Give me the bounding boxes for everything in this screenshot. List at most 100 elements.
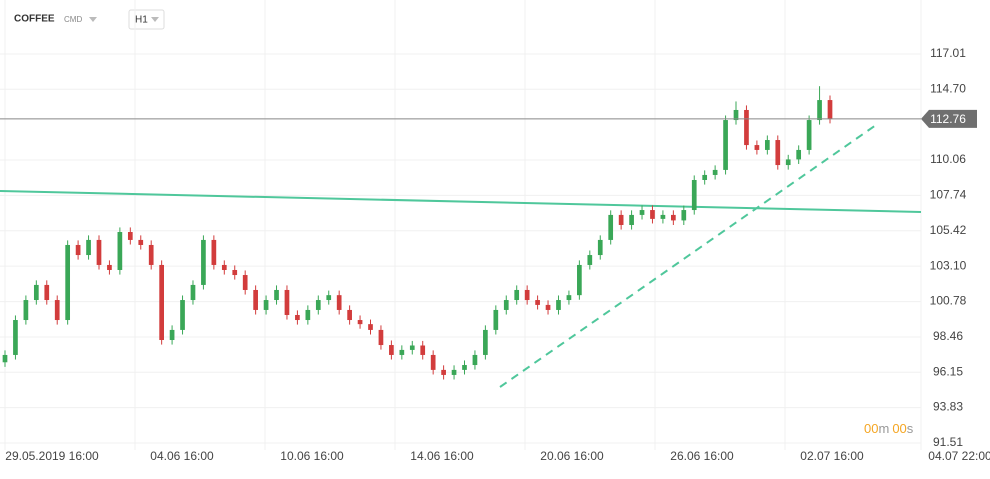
candle-body bbox=[430, 354, 436, 370]
candle-body bbox=[169, 329, 175, 341]
candle-body bbox=[754, 145, 760, 150]
candle-body bbox=[242, 275, 248, 290]
interval[interactable]: H1 bbox=[135, 15, 148, 26]
candle-body bbox=[796, 149, 802, 160]
candle-body bbox=[138, 239, 144, 245]
countdown-minutes: 00 bbox=[864, 421, 878, 436]
y-tick-label: 114.70 bbox=[930, 81, 966, 95]
candle-body bbox=[336, 295, 342, 310]
candle-body bbox=[775, 140, 781, 166]
candle-body bbox=[201, 239, 206, 285]
candle-body bbox=[190, 284, 196, 301]
y-tick-label: 107.74 bbox=[930, 188, 967, 202]
market[interactable]: CMD bbox=[64, 15, 82, 24]
candle-body bbox=[305, 309, 311, 321]
candle-body bbox=[389, 345, 394, 355]
x-tick-label: 02.07 16:00 bbox=[800, 449, 864, 463]
candle-body bbox=[263, 300, 269, 310]
candle-body bbox=[295, 314, 300, 321]
candle-body bbox=[483, 329, 488, 355]
candle-body bbox=[524, 289, 530, 301]
x-tick-label: 04.07 22:00 bbox=[928, 449, 990, 463]
candle-body bbox=[127, 232, 133, 240]
candle-body bbox=[472, 354, 478, 366]
candle-body bbox=[274, 289, 279, 301]
interval-box[interactable] bbox=[128, 9, 165, 30]
candle-body bbox=[347, 309, 352, 321]
x-tick-label: 14.06 16:00 bbox=[410, 449, 474, 463]
symbol[interactable]: COFFEE bbox=[14, 14, 55, 25]
y-tick-label: 98.46 bbox=[933, 329, 963, 343]
candle-body bbox=[159, 264, 164, 341]
candle-body bbox=[462, 365, 467, 370]
candle-body bbox=[702, 174, 708, 180]
candle-body bbox=[33, 284, 39, 301]
candle-body bbox=[451, 369, 457, 375]
x-tick-label: 29.05.2019 16:00 bbox=[5, 449, 99, 463]
candle-body bbox=[618, 214, 624, 225]
candle-body bbox=[744, 109, 749, 146]
dropdown-arrow[interactable] bbox=[151, 17, 159, 22]
candle-body bbox=[2, 354, 8, 363]
candle-body bbox=[723, 120, 728, 170]
candle-body bbox=[566, 295, 572, 301]
candle-body bbox=[733, 109, 739, 121]
candle-body bbox=[221, 264, 227, 270]
candle-body bbox=[232, 269, 238, 276]
candle-body bbox=[827, 100, 833, 119]
candle-body bbox=[577, 264, 582, 296]
candle-body bbox=[378, 329, 384, 346]
candle-body bbox=[326, 295, 332, 301]
last-price-tag bbox=[921, 109, 977, 128]
x-tick-label: 04.06 16:00 bbox=[150, 449, 214, 463]
trendline[interactable] bbox=[0, 190, 922, 213]
countdown-s: s bbox=[907, 421, 914, 436]
candle-body bbox=[764, 140, 770, 150]
y-tick-label: 91.51 bbox=[933, 435, 963, 449]
candle-body bbox=[597, 239, 603, 256]
candle-body bbox=[608, 214, 614, 240]
candle-body bbox=[44, 284, 50, 301]
y-tick-label: 110.06 bbox=[930, 152, 966, 166]
candle-body bbox=[75, 244, 81, 256]
candle-body bbox=[86, 239, 91, 256]
candle-body bbox=[96, 239, 102, 265]
candle-body bbox=[493, 309, 499, 330]
countdown-m: m bbox=[878, 421, 889, 436]
candle-body bbox=[368, 324, 373, 330]
y-tick-label: 93.83 bbox=[933, 400, 963, 414]
trendline-dashed[interactable] bbox=[499, 124, 877, 388]
candle-body bbox=[691, 179, 697, 211]
candle-body bbox=[107, 264, 112, 270]
countdown: 00m 00s bbox=[864, 421, 914, 436]
y-tick-label: 117.01 bbox=[930, 46, 966, 60]
candle-body bbox=[545, 304, 551, 310]
candle-body bbox=[650, 210, 655, 219]
candle-body bbox=[148, 244, 154, 265]
x-tick-label: 20.06 16:00 bbox=[540, 449, 604, 463]
y-tick-label: 105.42 bbox=[930, 223, 967, 237]
candle-body bbox=[409, 345, 415, 350]
candle-body bbox=[180, 300, 185, 330]
last-price-label: 112.76 bbox=[930, 112, 966, 126]
candle-body bbox=[54, 300, 60, 321]
candle-body bbox=[629, 214, 634, 225]
candle-body bbox=[284, 289, 290, 315]
candle-body bbox=[117, 232, 123, 270]
candle-body bbox=[712, 169, 718, 175]
dropdown-arrow[interactable] bbox=[89, 17, 97, 22]
candle-body bbox=[253, 289, 258, 310]
candle-body bbox=[65, 244, 71, 321]
countdown-seconds: 00 bbox=[892, 421, 906, 436]
candle-body bbox=[535, 300, 540, 305]
x-tick-label: 26.06 16:00 bbox=[670, 449, 734, 463]
candle-body bbox=[211, 239, 217, 265]
candle-body bbox=[681, 210, 687, 221]
candle-body bbox=[503, 300, 509, 310]
candle-body bbox=[660, 214, 666, 219]
candle-body bbox=[671, 214, 676, 221]
candle-body bbox=[441, 369, 446, 375]
candle-body bbox=[357, 320, 363, 325]
x-tick-label: 10.06 16:00 bbox=[280, 449, 344, 463]
